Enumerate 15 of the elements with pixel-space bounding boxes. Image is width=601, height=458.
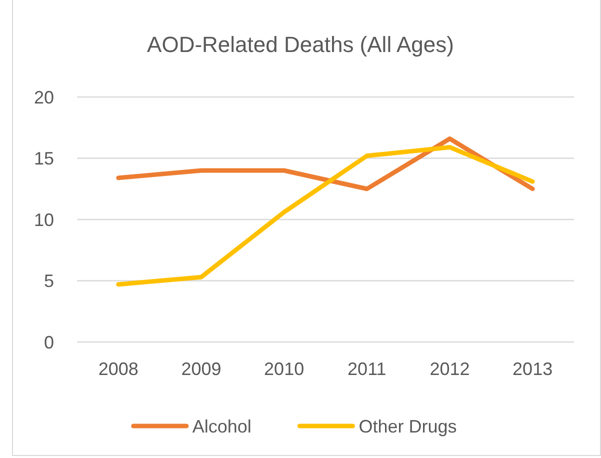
x-tick-label: 2010 (264, 359, 304, 379)
y-tick-label: 0 (44, 332, 54, 352)
x-tick-label: 2013 (512, 359, 553, 379)
x-tick-label: 2008 (98, 359, 138, 379)
y-tick-label: 10 (34, 210, 54, 230)
y-tick-label: 5 (44, 271, 54, 292)
line-series (116, 144, 535, 287)
y-tick-label: 15 (34, 148, 54, 169)
chart-title: AOD-Related Deaths (All Ages) (147, 32, 454, 57)
x-tick-label: 2009 (181, 359, 222, 379)
legend-label: Other Drugs (358, 416, 457, 436)
x-tick-label: 2012 (430, 359, 470, 379)
y-tick-label: 20 (34, 87, 54, 108)
legend-label: Alcohol (192, 416, 252, 436)
x-tick-label: 2011 (348, 359, 386, 379)
